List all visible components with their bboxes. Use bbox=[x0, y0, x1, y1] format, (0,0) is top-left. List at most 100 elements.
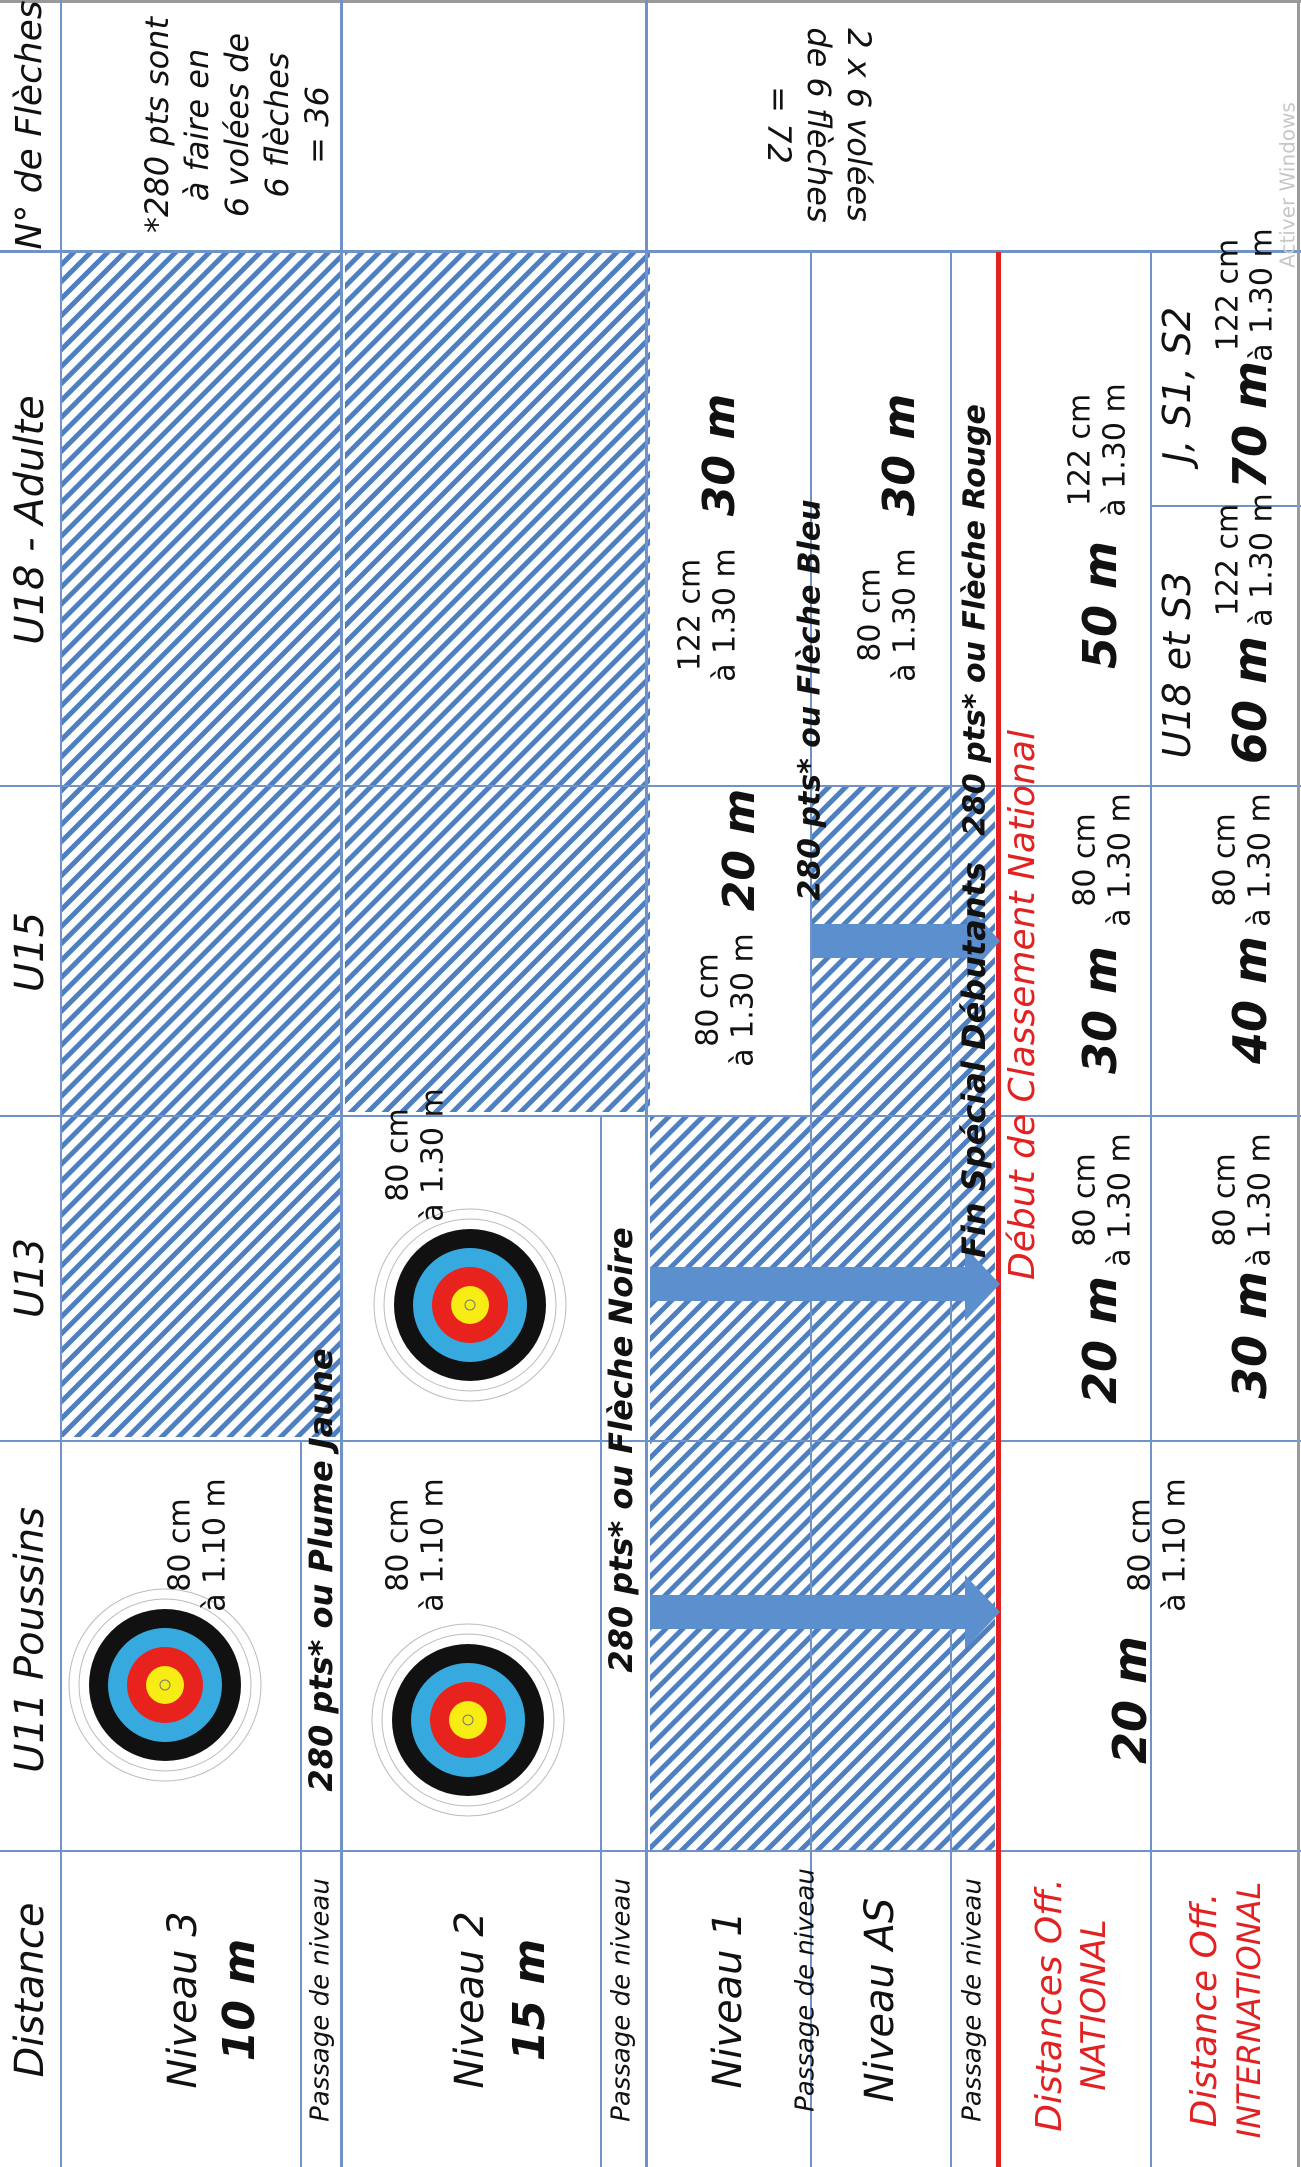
u13-n2-height: à 1.30 m bbox=[415, 1088, 451, 1222]
u13-int-size: 80 cm bbox=[1207, 1153, 1243, 1247]
u15-int-height: à 1.30 m bbox=[1242, 793, 1278, 927]
niveau-as-label: Niveau AS bbox=[857, 1897, 903, 2103]
u11-n3-height: à 1.10 m bbox=[197, 1478, 233, 1612]
grid-line bbox=[0, 785, 1301, 787]
passage-fleche-noire: 280 pts* ou Flèche Noire bbox=[602, 1227, 641, 1673]
fin-special-debutants: Fin Spécial Débutants bbox=[955, 861, 994, 1259]
u13-int-height: à 1.30 m bbox=[1242, 1133, 1278, 1267]
passage-fleche-rouge: 280 pts* ou Flèche Rouge bbox=[957, 404, 993, 836]
target-icon-u11-n3 bbox=[68, 1588, 262, 1782]
niveau2-dist: 15 m bbox=[503, 1938, 555, 2062]
off-international-line2: INTERNATIONAL bbox=[1230, 1881, 1269, 2139]
u13-n2-size: 80 cm bbox=[380, 1108, 416, 1202]
grid-line bbox=[0, 1115, 1301, 1117]
passage-label-3: Passage de niveau bbox=[790, 1868, 821, 2112]
js-int-size: 122 cm bbox=[1210, 238, 1246, 352]
arrow-u11 bbox=[650, 1575, 1000, 1649]
grid-line bbox=[0, 1850, 1301, 1852]
grid-line bbox=[1150, 252, 1152, 2167]
header-u13: U13 bbox=[7, 1237, 53, 1319]
u13-nat-height: à 1.30 m bbox=[1102, 1133, 1138, 1267]
passage-label-2: Passage de niveau bbox=[606, 1878, 637, 2122]
adult-nat-dist: 50 m bbox=[1072, 541, 1127, 669]
watermark-text: Activer Windows bbox=[1275, 102, 1300, 268]
u11-nat-size: 80 cm bbox=[1122, 1498, 1158, 1592]
u15-n1-height: à 1.30 m bbox=[725, 933, 761, 1067]
niveau3-dist: 10 m bbox=[213, 1938, 265, 2062]
fleches-total-3: = 72 bbox=[759, 86, 798, 164]
js-int-height: à 1.30 m bbox=[1244, 228, 1280, 362]
u11-nat-dist: 20 m bbox=[1102, 1636, 1157, 1764]
niveau2-label: Niveau 2 bbox=[447, 1911, 493, 2089]
u18s3-int-cat: U18 et S3 bbox=[1155, 571, 1200, 759]
fleches-note-1: *280 pts sont bbox=[138, 16, 177, 234]
fleches-note-2: à faire en bbox=[178, 48, 217, 202]
adult-as-size: 80 cm bbox=[852, 568, 888, 662]
adult-nat-size: 122 cm bbox=[1062, 393, 1098, 507]
header-nb-fleches: N° de Flèches bbox=[9, 0, 51, 250]
passage-fleche-bleu: 280 pts* ou Flèche Bleu bbox=[792, 499, 828, 901]
grid-line bbox=[810, 252, 812, 2167]
passage-label-1: Passage de niveau bbox=[305, 1878, 336, 2122]
u11-n2-size: 80 cm bbox=[380, 1498, 416, 1592]
u15-int-dist: 40 m bbox=[1222, 936, 1277, 1064]
header-u18-adulte: U18 - Adulte bbox=[7, 395, 53, 645]
u18s3-int-size: 122 cm bbox=[1210, 503, 1246, 617]
adult-n1-height: à 1.30 m bbox=[707, 548, 743, 682]
grid-line bbox=[600, 1117, 602, 2167]
grid-line bbox=[0, 250, 1301, 253]
grid-line bbox=[645, 0, 648, 2167]
red-classement-line bbox=[996, 252, 1001, 2167]
target-icon-u13-n2 bbox=[373, 1208, 567, 1402]
u15-n1-size: 80 cm bbox=[690, 953, 726, 1047]
u13-nat-dist: 20 m bbox=[1072, 1276, 1127, 1404]
adult-n1-size: 122 cm bbox=[672, 558, 708, 672]
hatch-n1-as-u11-u13 bbox=[650, 1117, 995, 1852]
header-distance: Distance bbox=[7, 1902, 53, 2078]
fleches-note-5: = 36 bbox=[298, 86, 337, 164]
u18s3-int-dist: 60 m bbox=[1222, 636, 1277, 764]
u15-nat-dist: 30 m bbox=[1072, 946, 1127, 1074]
u13-int-dist: 30 m bbox=[1222, 1271, 1277, 1399]
fleches-note-3: 6 volées de bbox=[218, 32, 257, 218]
off-national-line2: NATIONAL bbox=[1074, 1919, 1115, 2091]
grid-line bbox=[340, 0, 343, 2167]
fleches-total-1: 2 x 6 volées bbox=[839, 28, 878, 222]
debut-classement-national: Début de Classement National bbox=[1002, 729, 1044, 1281]
js-int-cat: J, S1, S2 bbox=[1155, 306, 1200, 464]
u15-nat-height: à 1.30 m bbox=[1102, 793, 1138, 927]
off-national-line1: Distances Off. bbox=[1029, 1878, 1071, 2132]
u18s3-int-height: à 1.30 m bbox=[1244, 493, 1280, 627]
passage-plume-jaune: 280 pts* ou Plume Jaune bbox=[302, 1348, 341, 1792]
u13-nat-size: 80 cm bbox=[1067, 1153, 1103, 1247]
arrow-u13 bbox=[650, 1247, 1000, 1321]
grid-line bbox=[60, 0, 62, 2167]
u11-n2-height: à 1.10 m bbox=[415, 1478, 451, 1612]
right-border bbox=[1297, 0, 1300, 2167]
grid-line bbox=[950, 252, 952, 2167]
u11-nat-height: à 1.10 m bbox=[1157, 1478, 1193, 1612]
hatch-n2-u15-adult bbox=[345, 252, 650, 1112]
target-icon-u11-n2 bbox=[371, 1623, 565, 1817]
hatch-n3-u13-adult bbox=[62, 252, 340, 1437]
niveau3-label: Niveau 3 bbox=[160, 1911, 206, 2089]
header-u11: U11 Poussins bbox=[7, 1507, 53, 1773]
u11-n3-size: 80 cm bbox=[162, 1498, 198, 1592]
arrow-u15 bbox=[812, 904, 1000, 978]
u15-int-size: 80 cm bbox=[1207, 813, 1243, 907]
u15-n1-dist: 20 m bbox=[713, 788, 765, 912]
grid-line bbox=[1152, 505, 1301, 507]
u15-nat-size: 80 cm bbox=[1067, 813, 1103, 907]
js-int-dist: 70 m bbox=[1222, 361, 1277, 489]
header-u15: U15 bbox=[7, 911, 53, 993]
niveau1-label: Niveau 1 bbox=[705, 1911, 751, 2089]
adult-nat-height: à 1.30 m bbox=[1097, 383, 1133, 517]
off-international-line1: Distance Off. bbox=[1184, 1892, 1226, 2128]
grid-line bbox=[0, 1440, 1301, 1442]
adult-as-dist: 30 m bbox=[873, 393, 925, 517]
fleches-total-2: de 6 flèches bbox=[799, 27, 838, 223]
grid-line bbox=[300, 1440, 302, 2167]
top-border bbox=[0, 0, 1301, 3]
